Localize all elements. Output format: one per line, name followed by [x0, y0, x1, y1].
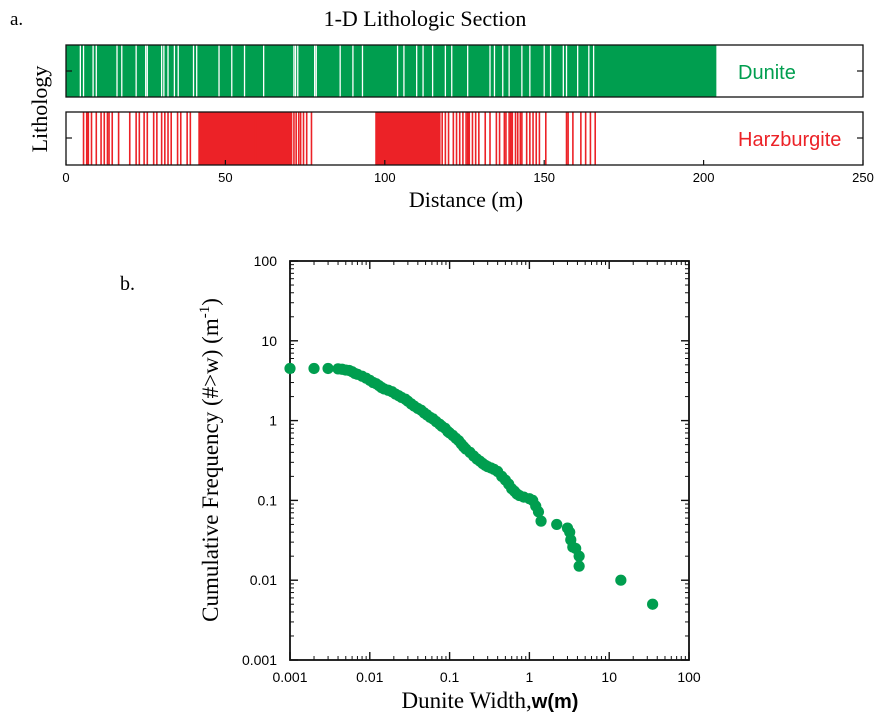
panel-a-title: 1-D Lithologic Section	[324, 6, 527, 31]
panel-b-ylabel: Cumulative Frequency (#>w) (m-1)	[197, 298, 223, 622]
panel-a-x-tick-label: 200	[693, 170, 715, 185]
panel-a-label: a.	[10, 9, 23, 30]
dunite-track	[66, 45, 717, 97]
harzburgite-legend-label: Harzburgite	[738, 129, 841, 151]
harzburgite-block	[198, 112, 293, 165]
panel-a-ylabel: Lithology	[27, 66, 52, 153]
dunite-legend-label: Dunite	[738, 62, 796, 84]
data-point	[573, 550, 585, 562]
data-point	[573, 560, 585, 572]
x-tick-label: 100	[677, 669, 701, 685]
panel-b-axes: 0.001 0.01 0.1 1 10 100 0.001 0.01 0.1 1 10 100	[242, 253, 701, 685]
panel-a-x-tick-label: 0	[62, 170, 69, 185]
panel-a-xlabel: Distance (m)	[409, 187, 523, 212]
data-point	[647, 598, 659, 610]
panel-b-xlabel: Dunite Width,w(m)	[402, 688, 579, 713]
data-point	[308, 362, 320, 375]
panel-a-x-tick-label: 250	[852, 170, 874, 185]
scatter-points	[284, 362, 659, 610]
y-tick-label: 100	[254, 253, 278, 269]
data-point	[535, 515, 547, 527]
panel-a-x-tick-label: 100	[374, 170, 396, 185]
data-point	[532, 506, 545, 518]
x-tick-label: 0.1	[440, 669, 460, 685]
data-point	[551, 518, 563, 531]
plot-area-frame	[289, 260, 690, 661]
harzburgite-block	[375, 112, 441, 165]
x-tick-label: 1	[526, 669, 534, 685]
y-tick-label: 10	[261, 333, 277, 349]
panel-a-x-tick-label: 150	[533, 170, 555, 185]
y-tick-label: 0.001	[242, 652, 277, 668]
y-tick-label: 1	[269, 413, 277, 429]
panel-a-x-tick-label: 50	[218, 170, 232, 185]
data-point	[284, 362, 296, 375]
x-tick-label: 0.001	[272, 669, 307, 685]
data-point	[615, 574, 627, 586]
y-tick-label: 0.01	[250, 572, 277, 588]
x-tick-label: 10	[601, 669, 617, 685]
y-tick-label: 0.1	[258, 492, 278, 508]
panel-b-label: b.	[120, 273, 135, 295]
panel-a-x-axis: 0 50 100 150 200 250	[62, 160, 874, 185]
x-tick-label: 0.01	[356, 669, 383, 685]
data-point	[322, 362, 334, 375]
harzburgite-track	[82, 112, 597, 165]
